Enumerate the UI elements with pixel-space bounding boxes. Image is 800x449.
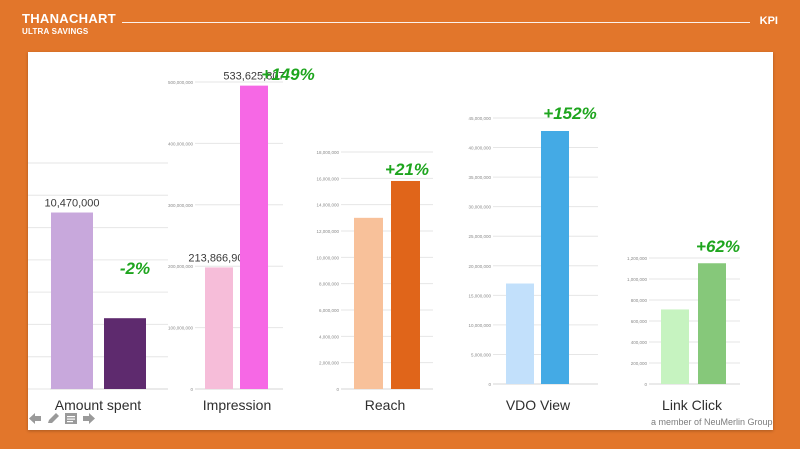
y-tick-label: 6,000,000 (319, 308, 340, 313)
category-label: VDO View (506, 397, 571, 413)
arrow-right-icon[interactable] (82, 412, 96, 425)
y-tick-label: 0 (644, 382, 647, 387)
bar (661, 309, 689, 384)
arrow-left-icon[interactable] (28, 412, 42, 425)
y-tick-label: 0 (190, 387, 193, 392)
y-tick-label: 400,000 (631, 340, 648, 345)
footer-note: a member of NeuMerlin Group (651, 417, 773, 427)
y-tick-label: 300,000,000 (168, 203, 194, 208)
bar (354, 217, 383, 389)
bar (391, 180, 420, 389)
y-tick-label: 4,000,000 (319, 334, 340, 339)
y-tick-label: 15,000,000 (468, 293, 491, 298)
bar (240, 85, 268, 390)
brand-logo: THANACHART ULTRA SAVINGS (22, 12, 116, 36)
change-percent-label: +149% (261, 65, 314, 84)
kpi-bar-charts: 10,470,000 -2% Amount spent 0 100,000,000 200… (28, 65, 740, 413)
y-tick-label: 0 (488, 382, 491, 387)
y-tick-label: 10,000,000 (316, 255, 339, 260)
bar (51, 212, 93, 389)
y-tick-label: 20,000,000 (468, 264, 491, 269)
bar (698, 263, 726, 384)
change-percent-label: -2% (120, 259, 150, 278)
bar-value-label: 533,625,807 (223, 71, 284, 83)
y-tick-label: 1,200,000 (627, 256, 648, 261)
change-percent-label: +152% (543, 104, 596, 123)
category-label: Amount spent (55, 397, 141, 413)
brand-tagline: ULTRA SAVINGS (22, 27, 89, 36)
y-tick-label: 25,000,000 (468, 234, 491, 239)
y-tick-label: 600,000 (631, 319, 648, 324)
bar-value-label: 213,866,905 (188, 252, 249, 264)
header-divider (122, 22, 750, 23)
y-tick-label: 35,000,000 (468, 175, 491, 180)
y-tick-label: 200,000 (631, 361, 648, 366)
y-tick-label: 500,000,000 (168, 80, 194, 85)
y-tick-label: 1,000,000 (627, 277, 648, 282)
y-tick-label: 800,000 (631, 298, 648, 303)
y-tick-label: 2,000,000 (319, 361, 340, 366)
bar (541, 131, 569, 384)
y-tick-label: 18,000,000 (316, 150, 339, 155)
y-tick-label: 0 (336, 387, 339, 392)
y-tick-label: 400,000,000 (168, 141, 194, 146)
y-tick-label: 14,000,000 (316, 203, 339, 208)
menu-icon[interactable] (64, 412, 78, 425)
change-percent-label: +21% (385, 160, 429, 179)
bar (205, 267, 233, 389)
y-tick-label: 100,000,000 (168, 326, 194, 331)
pen-icon[interactable] (46, 412, 60, 425)
brand-name: THANACHART (22, 11, 116, 26)
section-title: KPI (759, 15, 778, 27)
bar (104, 318, 146, 389)
slide-navigation (28, 412, 96, 425)
category-label: Link Click (662, 397, 723, 413)
bar-value-label: 10,470,000 (44, 198, 99, 210)
category-label: Reach (365, 397, 405, 413)
bar (506, 283, 534, 384)
y-tick-label: 200,000,000 (168, 264, 194, 269)
change-percent-label: +62% (696, 237, 740, 256)
y-tick-label: 40,000,000 (468, 146, 491, 151)
y-tick-label: 5,000,000 (471, 352, 492, 357)
y-tick-label: 45,000,000 (468, 116, 491, 121)
y-tick-label: 30,000,000 (468, 205, 491, 210)
y-tick-label: 8,000,000 (319, 282, 340, 287)
y-tick-label: 12,000,000 (316, 229, 339, 234)
category-label: Impression (203, 397, 271, 413)
y-tick-label: 10,000,000 (468, 323, 491, 328)
y-tick-label: 16,000,000 (316, 176, 339, 181)
kpi-chart-panel: 10,470,000 -2% Amount spent 0 100,000,000 200… (28, 52, 773, 430)
